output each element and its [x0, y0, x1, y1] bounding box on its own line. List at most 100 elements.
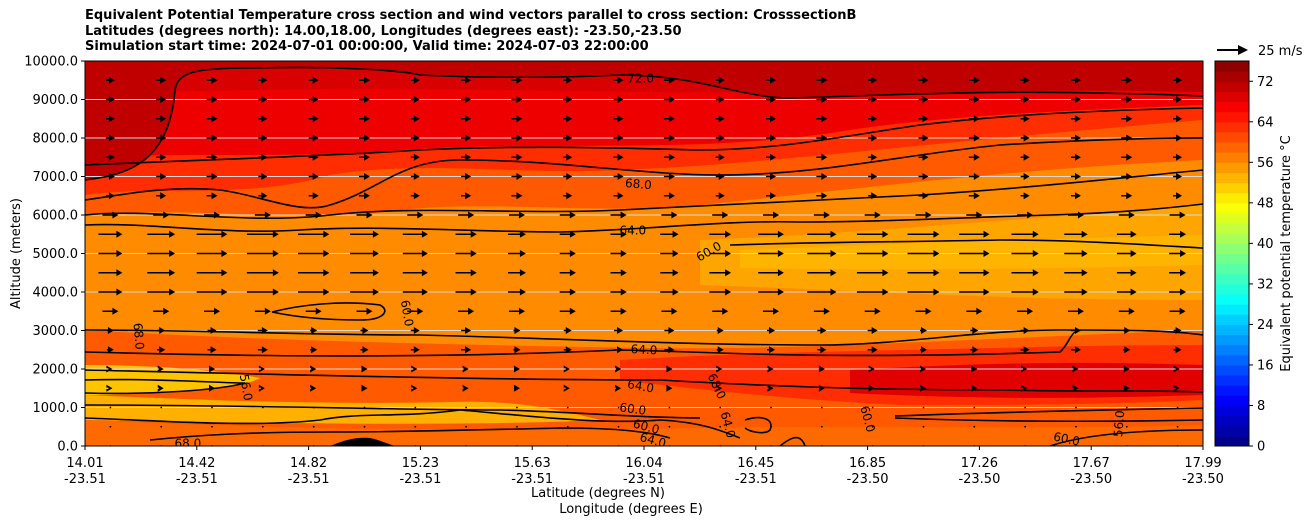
- contour-label: 64.0: [718, 410, 738, 439]
- colorbar-tick-label: 72: [1257, 75, 1274, 90]
- wind-vector: [767, 346, 776, 354]
- wind-vector: [663, 115, 675, 123]
- contour-68: [85, 137, 1203, 209]
- colorbar-segment: [1215, 162, 1249, 173]
- wind-vector: [610, 250, 627, 257]
- wind-vector: [516, 406, 518, 409]
- wind-vector: [715, 115, 725, 123]
- wind-vector: [305, 211, 322, 219]
- wind-vector: [563, 134, 573, 142]
- wind-vector: [807, 288, 837, 296]
- wind-vector: [864, 307, 881, 315]
- wind-vector: [968, 173, 980, 180]
- wind-vector: [813, 307, 830, 315]
- wind-vector: [816, 192, 828, 200]
- wind-vector: [566, 425, 569, 428]
- contour-72: [85, 66, 1203, 181]
- wind-vector: [559, 211, 576, 219]
- wind-vector: [971, 365, 978, 373]
- wind-vector: [563, 153, 573, 161]
- wind-vector: [98, 250, 123, 257]
- wind-vector: [98, 230, 123, 238]
- wind-vector: [1121, 173, 1133, 180]
- wind-vector: [763, 307, 780, 315]
- colorbar-segment: [1215, 324, 1249, 336]
- wind-vector: [920, 365, 926, 373]
- wind-vector: [196, 269, 228, 277]
- wind-vector: [507, 230, 526, 238]
- contour-60-mid: [271, 302, 386, 321]
- wind-vector: [511, 96, 523, 103]
- wind-vector: [610, 307, 627, 315]
- wind-vector: [105, 192, 115, 200]
- wind-vector: [1123, 346, 1131, 354]
- wind-vector: [410, 173, 420, 180]
- wind-vector: [615, 384, 622, 392]
- contour-lines: [85, 66, 1203, 446]
- x-tick-label-latitude: 16.04: [625, 456, 662, 471]
- wind-vector: [818, 384, 825, 392]
- colorbar-label: Equivalent potential temperature °C: [1279, 135, 1294, 371]
- contour-label: 60.0: [398, 299, 416, 328]
- wind-vector: [770, 425, 772, 428]
- wind-vector: [1173, 365, 1180, 373]
- wind-vector: [818, 365, 825, 373]
- x-tick-label-longitude: -23.50: [847, 472, 889, 487]
- wind-vector: [310, 346, 318, 354]
- x-tick-label-latitude: 14.82: [290, 456, 327, 471]
- wind-vector: [211, 425, 213, 428]
- wind-vector: [455, 250, 477, 257]
- wind-vector: [716, 327, 724, 334]
- wind-vector: [968, 115, 980, 123]
- colorbar-segment: [1215, 344, 1249, 356]
- wind-vector: [1125, 406, 1128, 409]
- wind-vector: [507, 288, 526, 296]
- wind-vector: [1064, 230, 1088, 238]
- wind-vector: [959, 230, 990, 238]
- wind-vector: [715, 76, 725, 84]
- wind-vector: [402, 230, 428, 238]
- colorbar-segment: [1215, 71, 1249, 82]
- wind-vector: [206, 115, 218, 123]
- wind-vector: [153, 307, 170, 315]
- colorbar-segment: [1215, 172, 1249, 184]
- wind-vector: [206, 76, 218, 84]
- wind-vector: [156, 76, 167, 84]
- wind-vector: [298, 288, 330, 296]
- wind-vector: [918, 173, 929, 180]
- wind-vector: [407, 211, 424, 219]
- wind-vector: [402, 269, 428, 277]
- wind-vector: [1070, 76, 1081, 84]
- wind-vector: [1121, 153, 1133, 161]
- wind-vector: [1070, 153, 1081, 161]
- wind-vector: [350, 250, 379, 257]
- wind-vector: [207, 346, 217, 354]
- wind-vector: [715, 134, 725, 142]
- contour-label: 60.0: [619, 400, 647, 418]
- wind-vector: [1020, 346, 1030, 354]
- wind-vector: [258, 384, 265, 392]
- wind-vector: [1020, 134, 1030, 142]
- colorbar-segment: [1215, 314, 1249, 325]
- wind-vector: [462, 365, 469, 373]
- wind-vector: [507, 250, 526, 257]
- contour-70: [85, 107, 1203, 166]
- wind-vector: [312, 425, 315, 428]
- wind-vector: [663, 192, 675, 200]
- wind-vector: [663, 134, 675, 142]
- wind-vector: [559, 269, 576, 277]
- wind-vector: [563, 346, 572, 354]
- x-tick-label-longitude: -23.51: [623, 472, 665, 487]
- wind-vector: [411, 365, 418, 373]
- colorbar-frame: [1214, 60, 1250, 447]
- contour-label: 68.0: [131, 322, 147, 350]
- colorbar-segment: [1215, 294, 1249, 305]
- wind-vector: [856, 250, 889, 257]
- wind-vector: [864, 211, 881, 219]
- wind-vector: [1176, 406, 1179, 409]
- wind-vector: [363, 425, 366, 428]
- wind-vector: [968, 192, 980, 200]
- wind-vector: [966, 211, 983, 219]
- x-tick-label-latitude: 14.42: [178, 456, 215, 471]
- wind-vector: [298, 250, 330, 257]
